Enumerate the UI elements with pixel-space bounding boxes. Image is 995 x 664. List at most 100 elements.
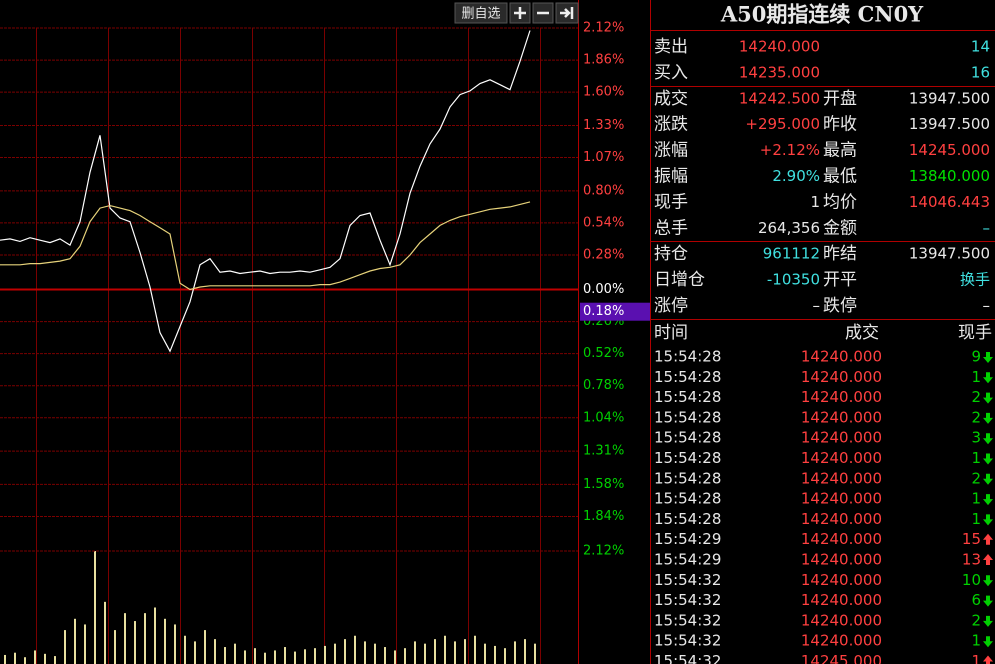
quote-cell: 昨结	[823, 244, 857, 264]
tick-price: 14240.000	[801, 469, 882, 487]
quote-cell: 总手	[654, 218, 688, 238]
cursor-label: 0.18%	[583, 304, 624, 319]
tick-volume: 6	[971, 591, 981, 609]
volume-bar	[34, 650, 36, 664]
volume-bar	[524, 639, 526, 664]
quote-cell: 最高	[823, 141, 857, 161]
quote-cell: 1	[810, 193, 820, 211]
quote-cell: 成交	[654, 89, 688, 109]
price-line	[0, 30, 531, 353]
direction-arrow	[983, 433, 993, 445]
quote-cell: 金额	[823, 218, 857, 238]
quote-cell: 14245.000	[909, 141, 990, 159]
y-tick-label: 0.80%	[583, 183, 624, 198]
volume-bar	[114, 630, 116, 664]
tick-volume: 2	[971, 469, 981, 487]
quote-cell: 13947.500	[909, 115, 990, 133]
quote-cell: 均价	[823, 192, 857, 212]
direction-arrow	[983, 575, 993, 587]
quote-cell: 跌停	[823, 296, 857, 316]
toolbar: 删自选	[454, 2, 579, 24]
volume-bar	[184, 635, 186, 664]
tick-price: 14240.000	[801, 510, 882, 528]
volume-bar	[234, 643, 236, 664]
button[interactable]	[454, 2, 508, 24]
quote-cell: 日增仓	[654, 270, 705, 290]
tick-time: 15:54:29	[654, 551, 721, 569]
volume-bar	[164, 618, 166, 664]
volume-bar	[224, 647, 226, 664]
volume-bar	[324, 645, 326, 664]
volume-bar	[14, 652, 16, 664]
direction-arrow	[983, 453, 993, 465]
ticks-header: 现手	[958, 323, 992, 343]
quote-cell: 开平	[823, 270, 857, 290]
volume-bar	[434, 639, 436, 664]
volume-bar	[204, 630, 206, 664]
quote-cell: 13947.500	[909, 245, 990, 263]
tick-price: 14240.000	[801, 490, 882, 508]
volume-bar	[24, 657, 26, 664]
y-tick-label: 0.78%	[583, 378, 624, 393]
quote-cell: +295.000	[745, 115, 820, 133]
volume-bar	[474, 635, 476, 664]
tick-price: 14240.000	[801, 611, 882, 629]
background	[650, 0, 995, 664]
direction-arrow	[983, 372, 993, 384]
direction-arrow	[983, 494, 993, 506]
tick-volume: 1	[971, 368, 981, 386]
y-tick-label: 0.52%	[583, 346, 624, 361]
volume-bar	[464, 639, 466, 664]
volume-bar	[254, 648, 256, 664]
y-tick-label: 2.12%	[583, 21, 624, 36]
tick-volume: 3	[971, 429, 981, 447]
volume-bar	[214, 639, 216, 664]
tick-price: 14240.000	[801, 632, 882, 650]
direction-arrow	[983, 595, 993, 607]
quote-cell: 换手	[960, 271, 990, 289]
tick-price: 14240.000	[801, 368, 882, 386]
price-line	[0, 201, 531, 291]
volume-bar	[314, 648, 316, 664]
quote-cell: 264,356	[758, 219, 820, 237]
tick-volume: 1	[971, 449, 981, 467]
volume-bar	[84, 624, 86, 664]
volume-bar	[534, 643, 536, 664]
quote-cell: +2.12%	[760, 141, 820, 159]
tick-volume: 1	[971, 490, 981, 508]
volume-bar	[454, 641, 456, 664]
y-tick-label: 1.86%	[583, 53, 624, 68]
tick-volume: 2	[971, 388, 981, 406]
tick-time: 15:54:28	[654, 429, 721, 447]
y-tick-label: 2.12%	[583, 544, 624, 559]
tick-volume: 10	[962, 571, 981, 589]
tick-volume: 1	[971, 510, 981, 528]
volume-bar	[414, 641, 416, 664]
y-tick-label: 0.54%	[583, 215, 624, 230]
volume-bar	[384, 647, 386, 664]
volume-bar	[104, 601, 106, 664]
tick-price: 14240.000	[801, 591, 882, 609]
end-icon	[560, 7, 574, 19]
volume-bar	[124, 613, 126, 664]
volume-bar	[44, 653, 46, 664]
y-tick-label: 1.60%	[583, 85, 624, 100]
volume-bar	[514, 641, 516, 664]
tick-volume: 1	[971, 652, 981, 664]
tick-time: 15:54:28	[654, 469, 721, 487]
quote-cell: 14046.443	[909, 193, 990, 211]
volume-bar	[504, 648, 506, 664]
y-tick-label: 1.84%	[583, 509, 624, 524]
quote-cell: 2.90%	[772, 167, 820, 185]
button-label: 删自选	[461, 7, 500, 22]
volume-bar	[374, 643, 376, 664]
volume-bar	[334, 643, 336, 664]
direction-arrow	[983, 533, 993, 545]
tick-volume: 13	[962, 551, 981, 569]
quote-cell: 961112	[763, 245, 820, 263]
tick-time: 15:54:32	[654, 611, 721, 629]
ticks-header: 成交	[845, 323, 879, 343]
